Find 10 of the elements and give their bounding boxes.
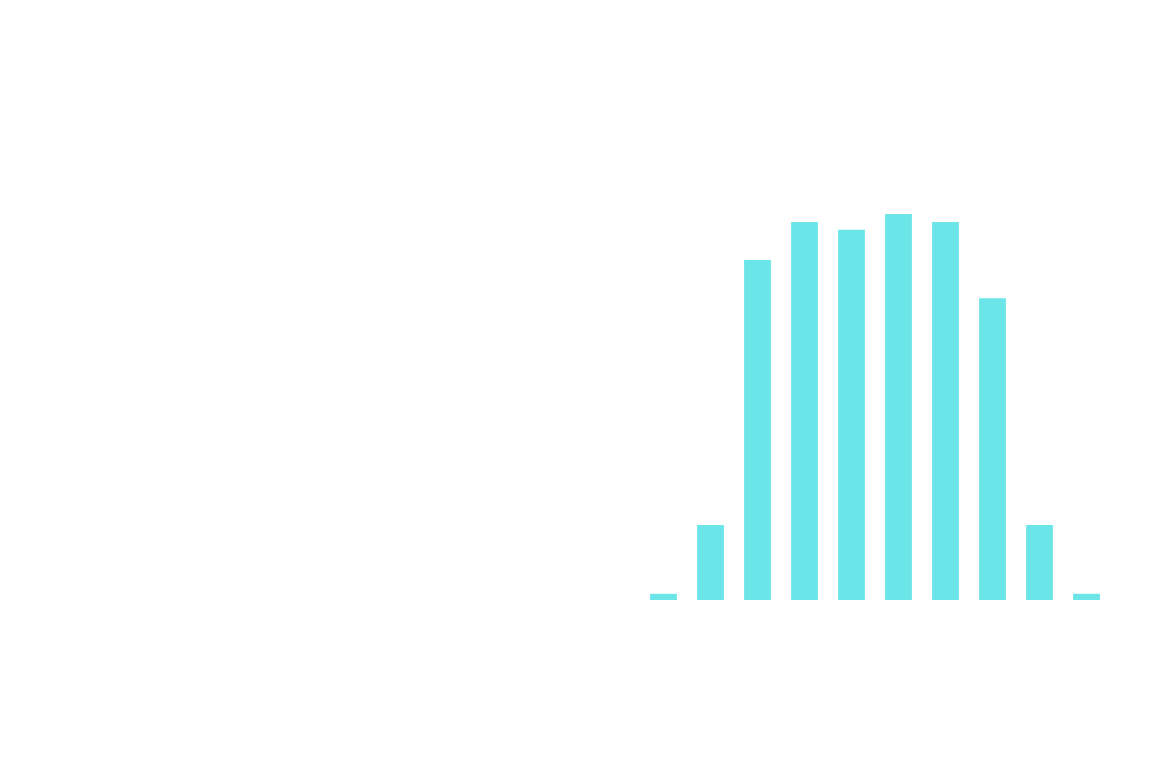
- bar: [1026, 525, 1053, 600]
- bar: [979, 298, 1006, 600]
- bar: [885, 214, 912, 600]
- bar: [932, 222, 959, 600]
- bar: [838, 229, 865, 600]
- bar: [697, 525, 724, 600]
- bar: [791, 222, 818, 600]
- bar: [650, 593, 677, 600]
- bar: [1073, 593, 1100, 600]
- bar: [744, 259, 771, 600]
